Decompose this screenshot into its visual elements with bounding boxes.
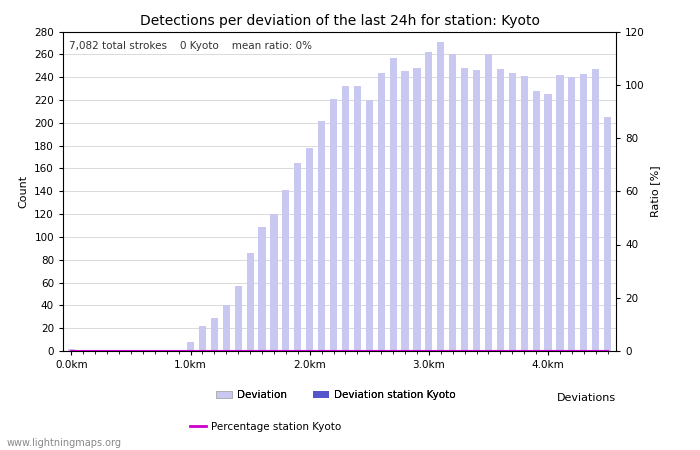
Bar bbox=[104, 350, 111, 351]
Bar bbox=[592, 69, 599, 351]
Bar bbox=[187, 342, 194, 351]
Bar bbox=[342, 86, 349, 351]
Bar bbox=[246, 253, 253, 351]
Legend: Deviation, Deviation station Kyoto: Deviation, Deviation station Kyoto bbox=[212, 386, 460, 404]
Bar bbox=[580, 74, 587, 351]
Bar bbox=[234, 286, 241, 351]
Text: 7,082 total strokes    0 Kyoto    mean ratio: 0%: 7,082 total strokes 0 Kyoto mean ratio: … bbox=[69, 41, 312, 51]
Bar bbox=[116, 350, 122, 351]
Text: Deviations: Deviations bbox=[557, 392, 616, 403]
Bar bbox=[354, 86, 361, 351]
Y-axis label: Count: Count bbox=[19, 175, 29, 208]
Legend: Percentage station Kyoto: Percentage station Kyoto bbox=[186, 418, 346, 436]
Bar bbox=[545, 94, 552, 351]
Bar bbox=[556, 75, 564, 351]
Bar bbox=[92, 350, 99, 351]
Bar bbox=[402, 72, 409, 351]
Title: Detections per deviation of the last 24h for station: Kyoto: Detections per deviation of the last 24h… bbox=[139, 14, 540, 27]
Bar bbox=[139, 350, 146, 351]
Bar bbox=[365, 100, 373, 351]
Bar bbox=[199, 326, 206, 351]
Bar bbox=[521, 76, 528, 351]
Text: www.lightningmaps.org: www.lightningmaps.org bbox=[7, 438, 122, 448]
Bar bbox=[461, 68, 468, 351]
Bar bbox=[568, 77, 575, 351]
Bar bbox=[449, 54, 456, 351]
Bar bbox=[223, 306, 230, 351]
Bar bbox=[426, 52, 433, 351]
Bar bbox=[163, 350, 170, 351]
Bar bbox=[68, 349, 75, 351]
Bar bbox=[533, 91, 540, 351]
Bar bbox=[485, 54, 492, 351]
Bar bbox=[80, 350, 87, 351]
Y-axis label: Ratio [%]: Ratio [%] bbox=[650, 166, 660, 217]
Bar bbox=[509, 72, 516, 351]
Bar bbox=[473, 70, 480, 351]
Bar bbox=[497, 69, 504, 351]
Bar bbox=[211, 318, 218, 351]
Bar bbox=[282, 190, 289, 351]
Bar bbox=[175, 350, 182, 351]
Bar bbox=[258, 227, 265, 351]
Bar bbox=[270, 214, 277, 351]
Bar bbox=[330, 99, 337, 351]
Bar bbox=[377, 72, 385, 351]
Bar bbox=[318, 121, 326, 351]
Bar bbox=[390, 58, 397, 351]
Bar bbox=[604, 117, 611, 351]
Bar bbox=[294, 163, 302, 351]
Bar bbox=[306, 148, 314, 351]
Bar bbox=[151, 350, 158, 351]
Bar bbox=[127, 350, 134, 351]
Bar bbox=[438, 42, 444, 351]
Bar bbox=[414, 68, 421, 351]
